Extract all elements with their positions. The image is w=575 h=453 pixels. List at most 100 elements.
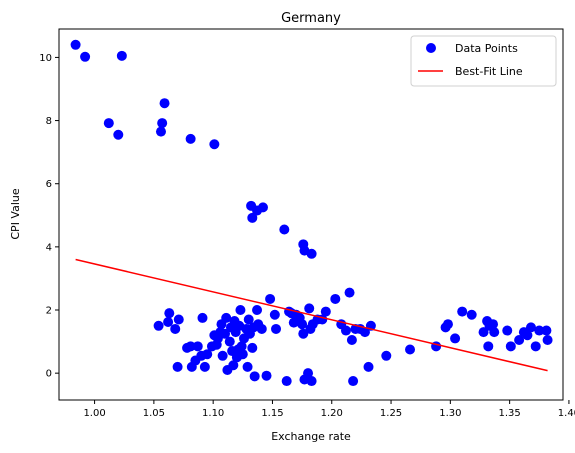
data-point — [103, 118, 114, 129]
data-point — [363, 361, 374, 372]
x-tick-label: 1.35 — [499, 408, 521, 419]
data-point — [269, 309, 280, 320]
data-point — [359, 327, 370, 338]
data-point — [530, 341, 541, 352]
data-point — [330, 293, 341, 304]
data-point — [163, 317, 174, 328]
data-point — [256, 323, 267, 334]
y-tick-label: 2 — [46, 306, 52, 317]
data-point — [170, 323, 181, 334]
data-point — [159, 98, 170, 109]
data-point — [534, 325, 545, 336]
data-point — [185, 341, 196, 352]
data-point — [306, 248, 317, 259]
data-point — [541, 325, 552, 336]
data-point — [173, 314, 184, 325]
data-point — [261, 370, 272, 381]
data-point — [281, 376, 292, 387]
data-point — [340, 325, 351, 336]
data-point — [306, 376, 317, 387]
y-axis-label: CPI Value — [9, 188, 22, 239]
plot-area — [70, 39, 553, 387]
data-point — [172, 361, 183, 372]
data-point — [116, 50, 127, 61]
x-tick-label: 1.10 — [202, 408, 224, 419]
data-point — [220, 328, 231, 339]
y-tick-label: 6 — [46, 179, 52, 190]
x-axis-label: Exchange rate — [271, 430, 351, 443]
data-point — [348, 376, 359, 387]
x-tick-label: 1.05 — [143, 408, 165, 419]
data-point — [209, 139, 220, 150]
data-point — [478, 327, 489, 338]
data-point — [466, 309, 477, 320]
data-point — [157, 118, 168, 129]
legend: Data Points Best-Fit Line — [410, 35, 557, 87]
best-fit-line — [75, 258, 548, 372]
data-point — [522, 330, 533, 341]
legend-label-data-points: Data Points — [455, 42, 518, 55]
y-tick-label: 4 — [46, 242, 52, 253]
y-tick-label: 8 — [46, 116, 52, 127]
data-point — [249, 371, 260, 382]
data-point — [235, 305, 246, 316]
y-tick-label: 0 — [46, 369, 52, 380]
data-point — [344, 287, 355, 298]
x-axis: 1.00 1.05 1.10 1.15 1.20 1.25 1.30 1.35 1.40 — [83, 400, 575, 419]
data-point — [488, 319, 499, 330]
x-tick-label: 1.30 — [439, 408, 461, 419]
data-point — [303, 368, 314, 379]
data-point — [197, 312, 208, 323]
data-point — [224, 336, 235, 347]
data-point — [199, 361, 210, 372]
data-point — [243, 314, 254, 325]
axes-frame — [58, 28, 564, 401]
data-point — [237, 349, 248, 360]
chart-title: Germany — [281, 11, 341, 26]
data-point — [265, 293, 276, 304]
data-point — [489, 327, 500, 338]
x-tick-label: 1.40 — [558, 408, 575, 419]
data-point — [320, 306, 331, 317]
data-point — [297, 319, 308, 330]
data-point — [113, 129, 124, 140]
data-point — [542, 335, 553, 346]
data-point — [381, 350, 392, 361]
legend-box — [410, 35, 557, 87]
data-point — [442, 319, 453, 330]
data-point — [247, 342, 258, 353]
data-point — [252, 305, 263, 316]
x-tick-label: 1.00 — [83, 408, 105, 419]
data-point — [525, 322, 536, 333]
data-point — [221, 312, 232, 323]
data-point — [483, 341, 494, 352]
x-tick-label: 1.20 — [321, 408, 343, 419]
data-point — [505, 341, 516, 352]
data-point — [192, 341, 203, 352]
data-point — [153, 320, 164, 331]
data-point — [202, 349, 213, 360]
y-tick-label: 10 — [39, 53, 52, 64]
x-tick-label: 1.25 — [380, 408, 402, 419]
data-point — [457, 306, 468, 317]
legend-label-best-fit-line: Best-Fit Line — [455, 65, 523, 78]
data-point — [80, 51, 91, 62]
x-tick-label: 1.15 — [261, 408, 283, 419]
data-point — [70, 39, 81, 50]
y-axis: 0 2 4 6 8 10 — [39, 53, 59, 380]
data-point — [217, 350, 228, 361]
data-point — [164, 308, 175, 319]
data-point — [298, 328, 309, 339]
data-point — [304, 303, 315, 314]
data-point — [236, 341, 247, 352]
data-point — [346, 335, 357, 346]
data-point — [155, 126, 166, 137]
data-point — [252, 205, 263, 216]
data-point — [279, 224, 290, 235]
data-point — [247, 212, 258, 223]
data-point — [514, 335, 525, 346]
data-point — [502, 325, 513, 336]
legend-marker-data-points — [426, 43, 436, 53]
data-point — [242, 361, 253, 372]
data-point — [228, 360, 239, 371]
